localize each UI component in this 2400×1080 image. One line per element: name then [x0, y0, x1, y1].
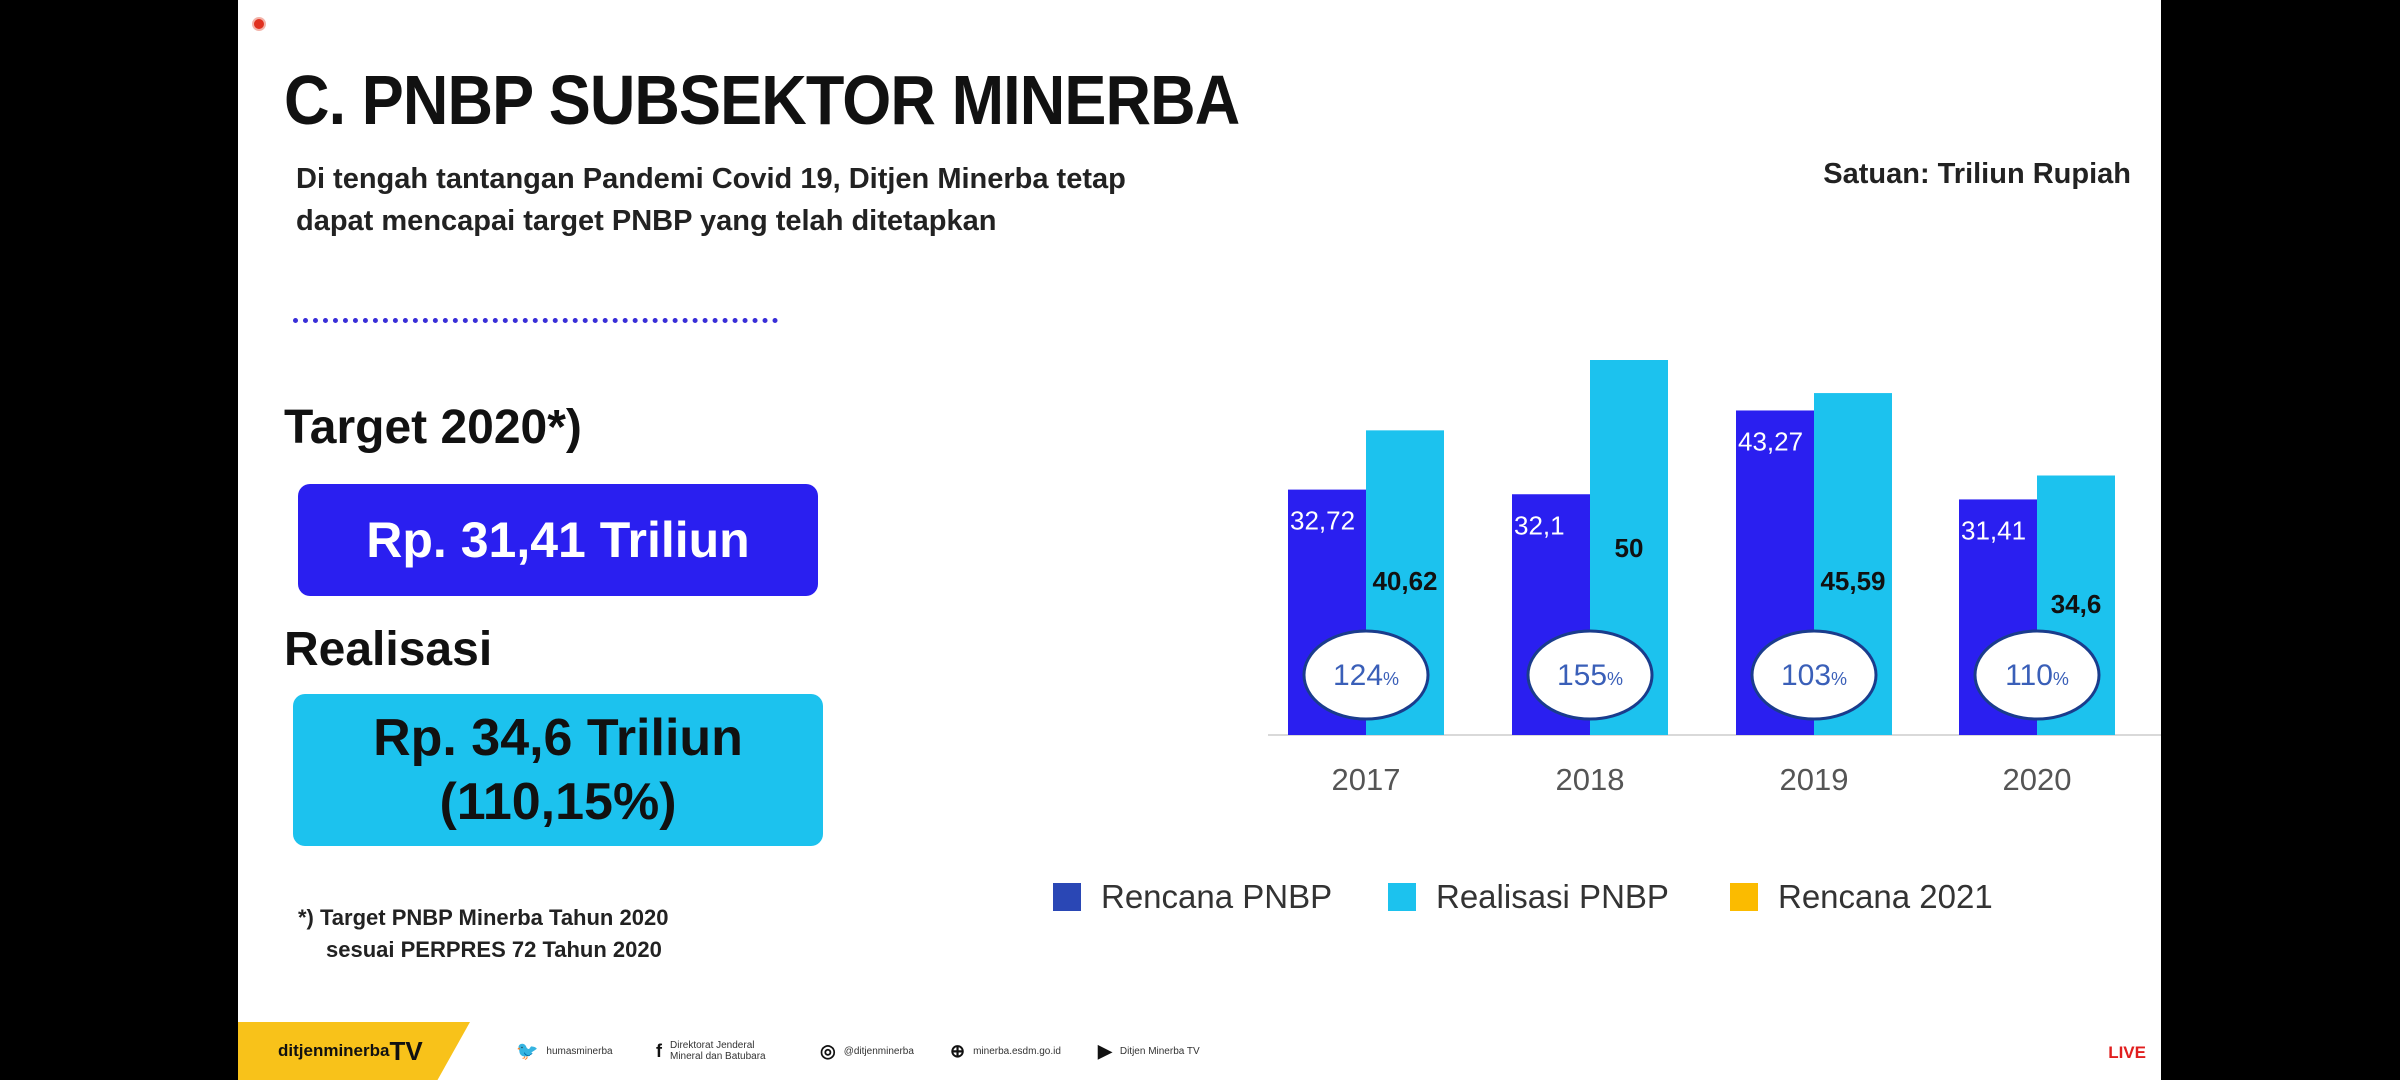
percentage-badge-2019 [1750, 629, 1878, 721]
data-label-realisasi-2020: 34,6 [2051, 589, 2102, 619]
unit-label: Satuan: Triliun Rupiah [1823, 158, 2131, 190]
x-tick-label-2018: 2018 [1556, 762, 1625, 797]
legend-label: Rencana PNBP [1101, 878, 1333, 915]
record-indicator-icon [252, 17, 266, 31]
percentage-badge-2020 [1973, 629, 2101, 721]
realisasi-label: Realisasi [284, 623, 493, 676]
brand-tv: TV [389, 1035, 423, 1066]
data-label-realisasi-2018: 50 [1615, 533, 1644, 563]
realisasi-value: Rp. 34,6 Triliun [373, 709, 743, 767]
social-youtube: ▶ Ditjen Minerba TV [1098, 1041, 1200, 1062]
play-icon: ▶ [1098, 1041, 1112, 1061]
twitter-handle: humasminerba [546, 1046, 613, 1057]
legend-item-realisasi-pnbp: Realisasi PNBP [1388, 878, 1669, 916]
footnote-line-1: *) Target PNBP Minerba Tahun 2020 [298, 905, 669, 930]
target-value: Rp. 31,41 Triliun [366, 512, 750, 568]
legend-label: Rencana 2021 [1778, 878, 1993, 915]
legend-item-rencana-2021: Rencana 2021 [1730, 878, 1993, 916]
legend-label: Realisasi PNBP [1436, 878, 1669, 915]
legend-swatch [1730, 883, 1758, 911]
facebook-icon: f [656, 1040, 662, 1061]
globe-icon: ⊕ [950, 1041, 966, 1061]
youtube-channel: Ditjen Minerba TV [1119, 1046, 1200, 1057]
data-label-realisasi-2017: 40,62 [1372, 566, 1437, 596]
data-label-rencana-2020: 31,41 [1961, 515, 2026, 545]
instagram-icon: ◎ [820, 1041, 836, 1061]
slide-subtitle: Di tengah tantangan Pandemi Covid 19, Di… [296, 163, 1126, 237]
realisasi-value-box: Rp. 34,6 Triliun (110,15%) [293, 694, 823, 846]
x-tick-label-2017: 2017 [1332, 762, 1401, 797]
legend-swatch [1053, 883, 1081, 911]
presentation-slide: C. PNBP SUBSEKTOR MINERBA Di tengah tant… [238, 0, 2161, 1080]
brand-name: ditjenminerba [278, 1041, 390, 1060]
footnote: *) Target PNBP Minerba Tahun 2020 sesuai… [298, 902, 668, 966]
data-label-rencana-2018: 32,1 [1514, 510, 1565, 540]
x-tick-label-2020: 2020 [2003, 762, 2072, 797]
realisasi-percentage: (110,15%) [439, 773, 677, 831]
slide-title: C. PNBP SUBSEKTOR MINERBA [284, 61, 1240, 139]
footer-bar: ditjenminerba TV 🐦 humasminerba f Direktora… [238, 1022, 2161, 1080]
instagram-handle: @ditjenminerba [843, 1046, 914, 1057]
brand-logo: ditjenminerba TV [238, 1022, 470, 1080]
pnbp-bar-chart: 32,7240,62124%201732,150155%201843,2745,… [1268, 360, 2161, 797]
facebook-handle: Direktorat Jenderal Mineral dan Batubara [670, 1040, 766, 1062]
legend-item-rencana-pnbp: Rencana PNBP [1053, 878, 1332, 916]
social-instagram: ◎ @ditjenminerba [820, 1041, 914, 1062]
data-label-realisasi-2019: 45,59 [1820, 566, 1885, 596]
twitter-icon: 🐦 [516, 1041, 539, 1061]
dotted-divider [293, 318, 778, 323]
data-label-rencana-2019: 43,27 [1738, 426, 1803, 456]
footnote-line-2: sesuai PERPRES 72 Tahun 2020 [326, 937, 662, 962]
x-tick-label-2019: 2019 [1780, 762, 1849, 797]
social-web: ⊕ minerba.esdm.go.id [950, 1041, 1061, 1062]
legend-swatch [1388, 883, 1416, 911]
percentage-badge-2017 [1302, 629, 1430, 721]
social-facebook: f Direktorat Jenderal Mineral dan Batubar… [656, 1040, 776, 1062]
target-label: Target 2020*) [284, 401, 582, 454]
percentage-badge-2018 [1526, 629, 1654, 721]
social-twitter: 🐦 humasminerba [516, 1041, 613, 1062]
live-badge: LIVE [2108, 1043, 2146, 1062]
web-address: minerba.esdm.go.id [973, 1046, 1061, 1057]
target-value-box: Rp. 31,41 Triliun [298, 484, 818, 596]
data-label-rencana-2017: 32,72 [1290, 506, 1355, 536]
